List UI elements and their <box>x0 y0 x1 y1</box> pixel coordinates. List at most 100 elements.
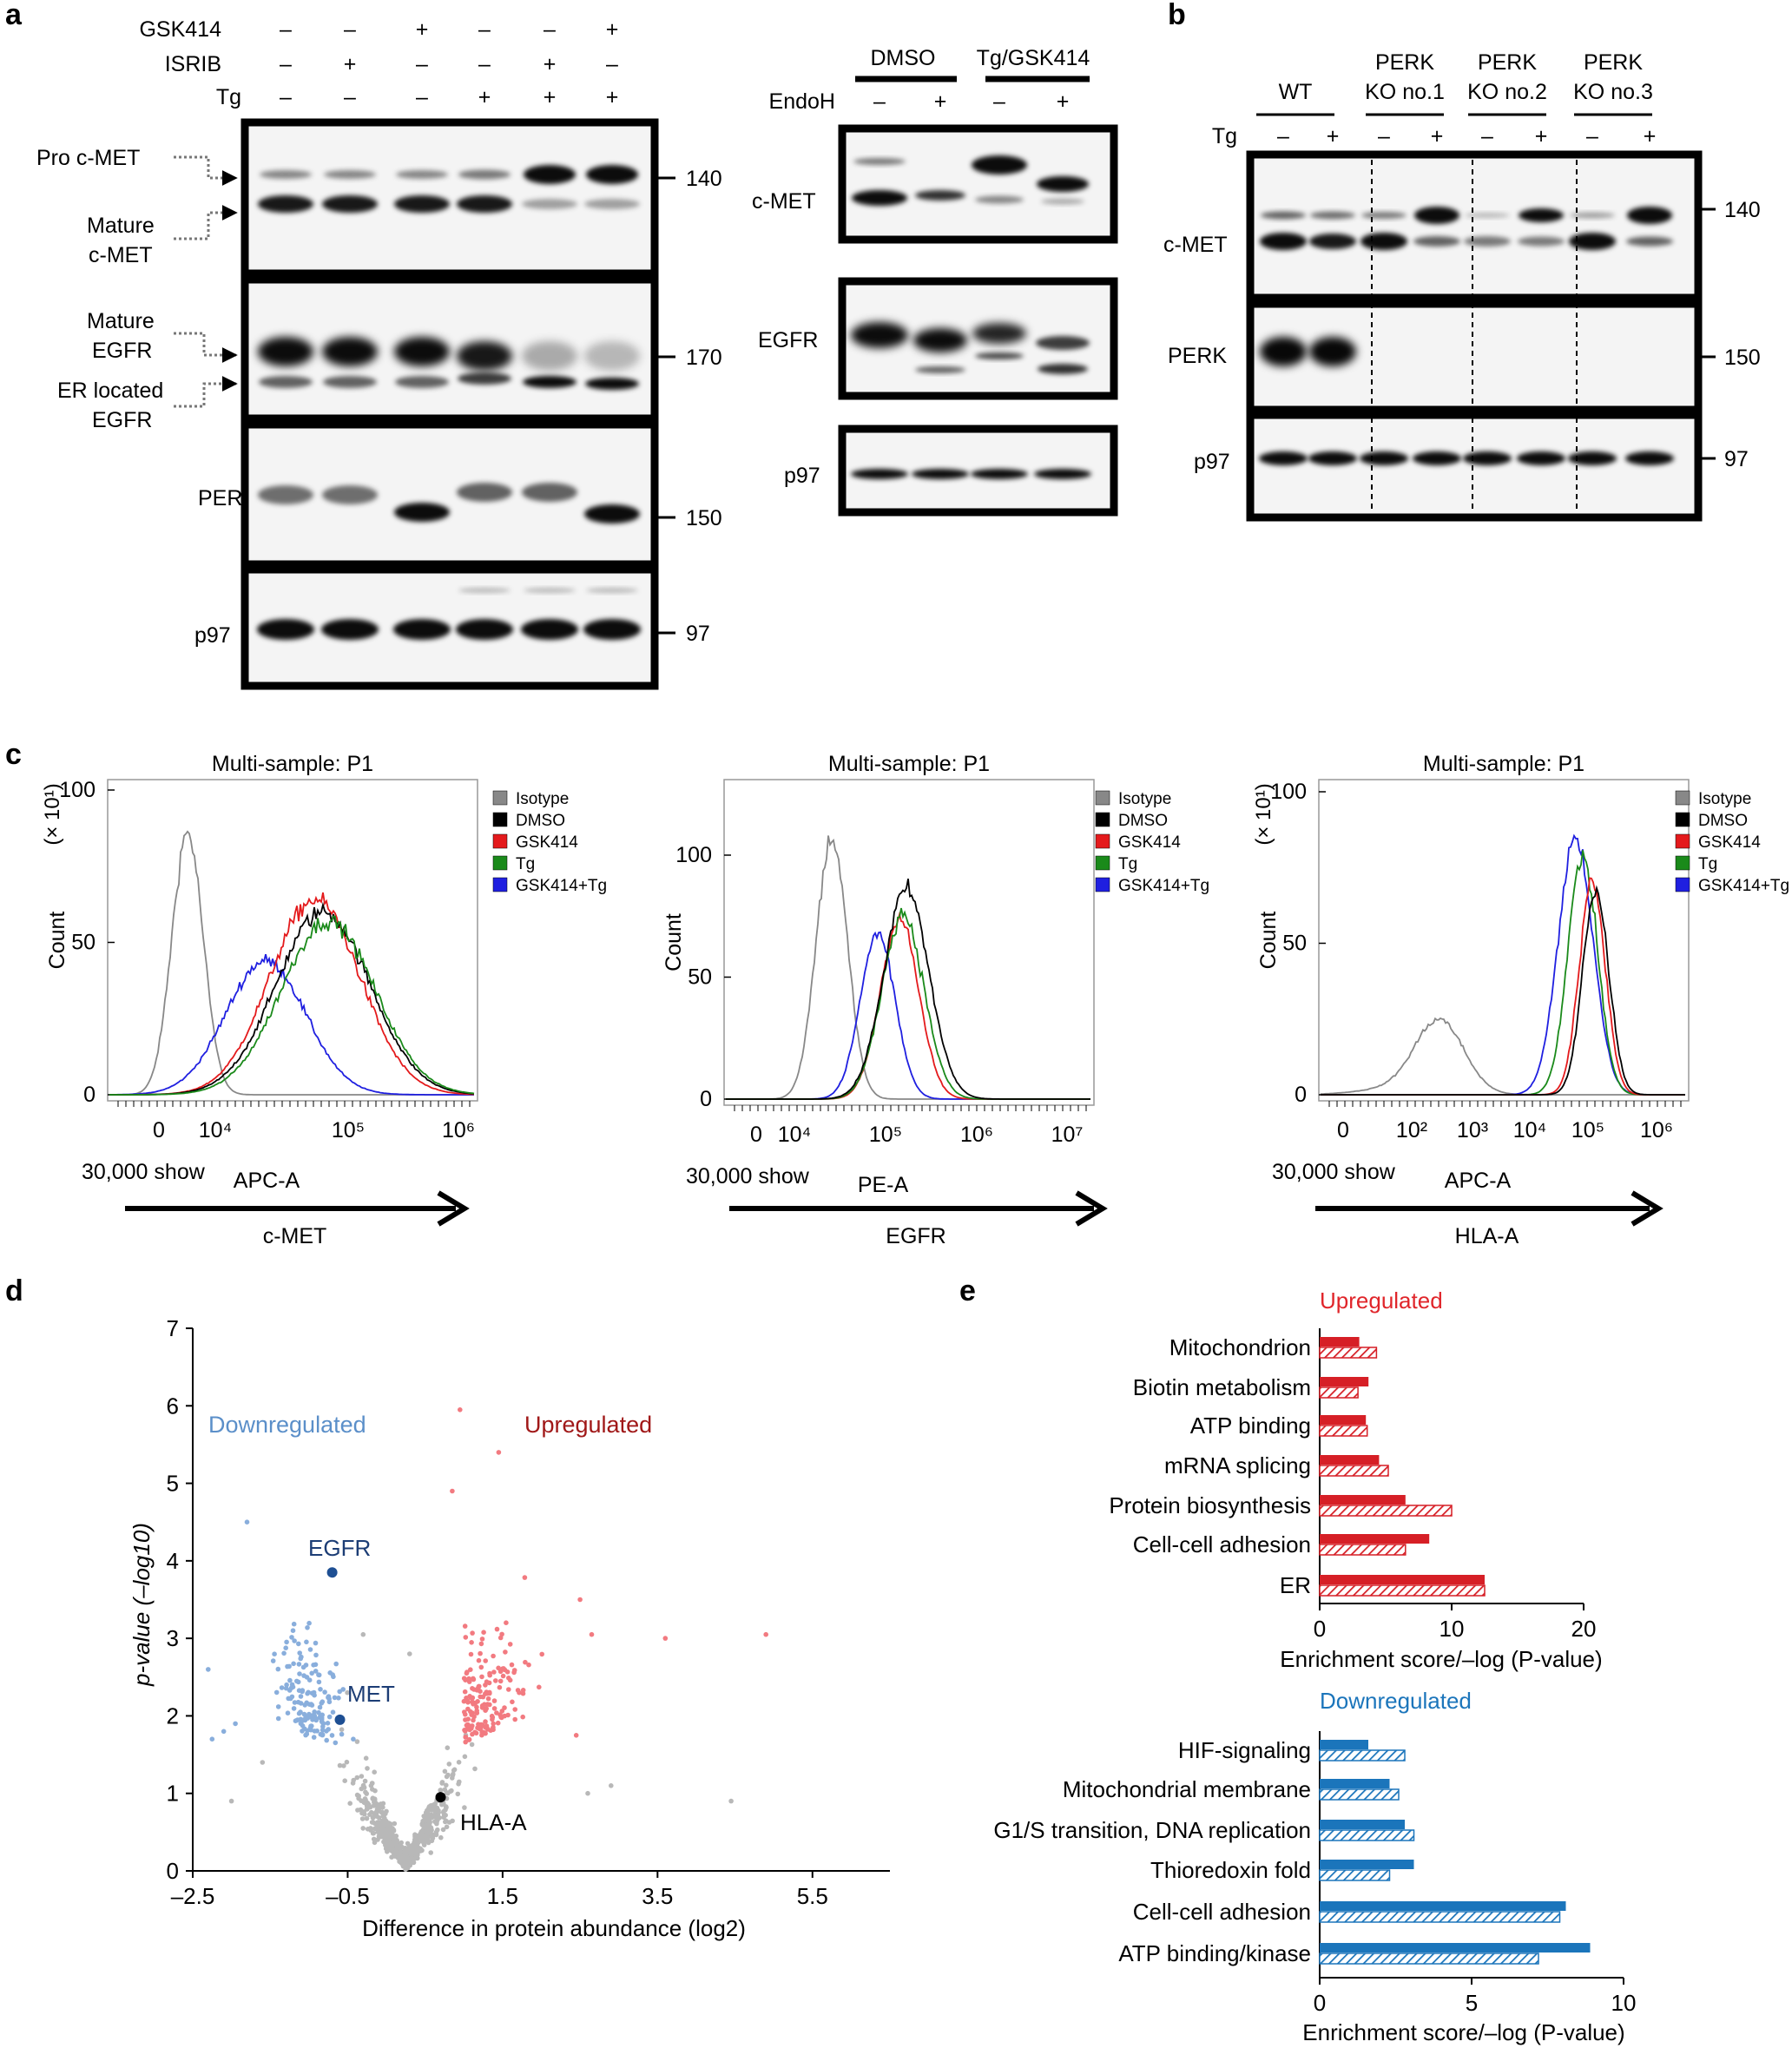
volcano-point <box>310 1713 315 1718</box>
flow-frame <box>1318 779 1690 1102</box>
volcano-point <box>462 1728 467 1733</box>
volcano-point <box>233 1721 238 1727</box>
group-dmso: DMSO <box>871 46 936 70</box>
volcano-point <box>299 1654 304 1660</box>
mw-marker: 150 <box>1724 346 1761 370</box>
blot-band <box>972 323 1026 344</box>
volcano-point <box>298 1701 304 1706</box>
volcano-xtick: 1.5 <box>487 1883 518 1909</box>
legend-swatch <box>1675 877 1690 892</box>
flow-ylabel: Count <box>662 913 686 971</box>
bar-enrichment <box>1320 1534 1430 1544</box>
volcano-point <box>517 1689 522 1696</box>
volcano-point <box>483 1724 488 1730</box>
tg-value: – <box>1277 124 1289 148</box>
blot-band <box>322 337 378 366</box>
volcano-point <box>300 1723 306 1729</box>
highlight-label-hla-a: HLA-A <box>460 1809 527 1835</box>
volcano-point <box>444 1824 450 1830</box>
volcano-point <box>539 1651 544 1657</box>
volcano-point <box>451 1768 457 1773</box>
volcano-point <box>488 1728 493 1733</box>
bar-enrichment <box>1320 1860 1414 1869</box>
volcano-point <box>354 1739 360 1744</box>
blot-band <box>396 170 448 179</box>
bar-enrichment <box>1320 1415 1367 1425</box>
volcano-point <box>388 1834 393 1841</box>
panel-letter-c: c <box>5 738 22 771</box>
flow-histogram-gsk414 <box>726 911 1090 1100</box>
volcano-point <box>498 1715 504 1720</box>
down-xlabel: Enrichment score/–log (P-value) <box>1302 2019 1624 2045</box>
blot-band <box>457 341 512 371</box>
volcano-point <box>399 1860 405 1866</box>
flow-ytick: 50 <box>71 931 96 955</box>
volcano-point <box>462 1754 468 1760</box>
volcano-point <box>522 1575 528 1580</box>
volcano-point <box>470 1686 475 1691</box>
legend-swatch <box>1675 812 1690 827</box>
volcano-point <box>476 1657 482 1663</box>
flow-xtick: 10⁵ <box>332 1118 365 1143</box>
condition-value: – <box>344 85 356 109</box>
condition-value: + <box>544 85 557 109</box>
legend-swatch <box>1095 790 1110 806</box>
flow-ytick: 100 <box>1270 780 1307 804</box>
legend-swatch <box>1095 812 1110 827</box>
condition-value: – <box>280 52 292 76</box>
volcano-point <box>486 1680 492 1686</box>
volcano-point <box>329 1733 335 1738</box>
volcano-point <box>378 1801 384 1807</box>
volcano-point <box>444 1782 449 1788</box>
blot-band <box>852 190 907 206</box>
bar-pvalue <box>1319 1347 1378 1359</box>
volcano-point <box>491 1706 497 1711</box>
condition-value: + <box>606 17 619 42</box>
volcano-point <box>589 1631 595 1637</box>
blot-band <box>393 619 451 640</box>
tg-value: – <box>1586 124 1598 148</box>
volcano-point <box>474 1708 479 1714</box>
blot-band <box>321 619 379 640</box>
volcano-point <box>478 1664 484 1670</box>
legend-label: GSK414 <box>516 833 578 852</box>
blot-band <box>583 619 641 640</box>
legend-label: Isotype <box>1118 790 1171 808</box>
volcano-point <box>356 1795 361 1801</box>
volcano-point <box>440 1827 446 1833</box>
volcano-point <box>345 1689 350 1696</box>
volcano-point <box>479 1674 484 1680</box>
legend-swatch <box>1095 855 1110 871</box>
volcano-point <box>281 1650 287 1656</box>
bar-xtick: 10 <box>1611 1990 1637 2016</box>
volcano-point <box>370 1795 376 1801</box>
volcano-point <box>763 1631 768 1637</box>
volcano-ytick: 2 <box>167 1702 179 1729</box>
volcano-point <box>472 1766 478 1772</box>
volcano-point <box>304 1731 310 1737</box>
flow-ytick: 100 <box>675 843 712 867</box>
volcano-point <box>326 1695 331 1700</box>
volcano-point <box>285 1663 290 1669</box>
volcano-point <box>292 1638 297 1643</box>
volcano-point <box>465 1706 471 1712</box>
row-label: c-MET <box>1163 233 1228 257</box>
volcano-point <box>411 1860 417 1866</box>
legend-swatch <box>1675 855 1690 871</box>
flow-arrowhead <box>1631 1190 1664 1227</box>
volcano-point <box>354 1775 360 1781</box>
volcano-point <box>318 1731 324 1737</box>
volcano-point <box>483 1658 488 1663</box>
panel-a-blots <box>240 118 659 690</box>
legend-swatch <box>492 790 508 806</box>
blot-band <box>1625 451 1674 465</box>
legend-swatch <box>1675 790 1690 806</box>
volcano-point <box>306 1677 313 1683</box>
mw-marker: 140 <box>686 167 722 191</box>
blot-band <box>1569 233 1616 250</box>
blot-band <box>395 376 449 388</box>
volcano-point <box>662 1636 669 1641</box>
volcano-point <box>458 1407 463 1413</box>
volcano-point <box>448 1788 453 1794</box>
volcano-point <box>326 1714 333 1720</box>
